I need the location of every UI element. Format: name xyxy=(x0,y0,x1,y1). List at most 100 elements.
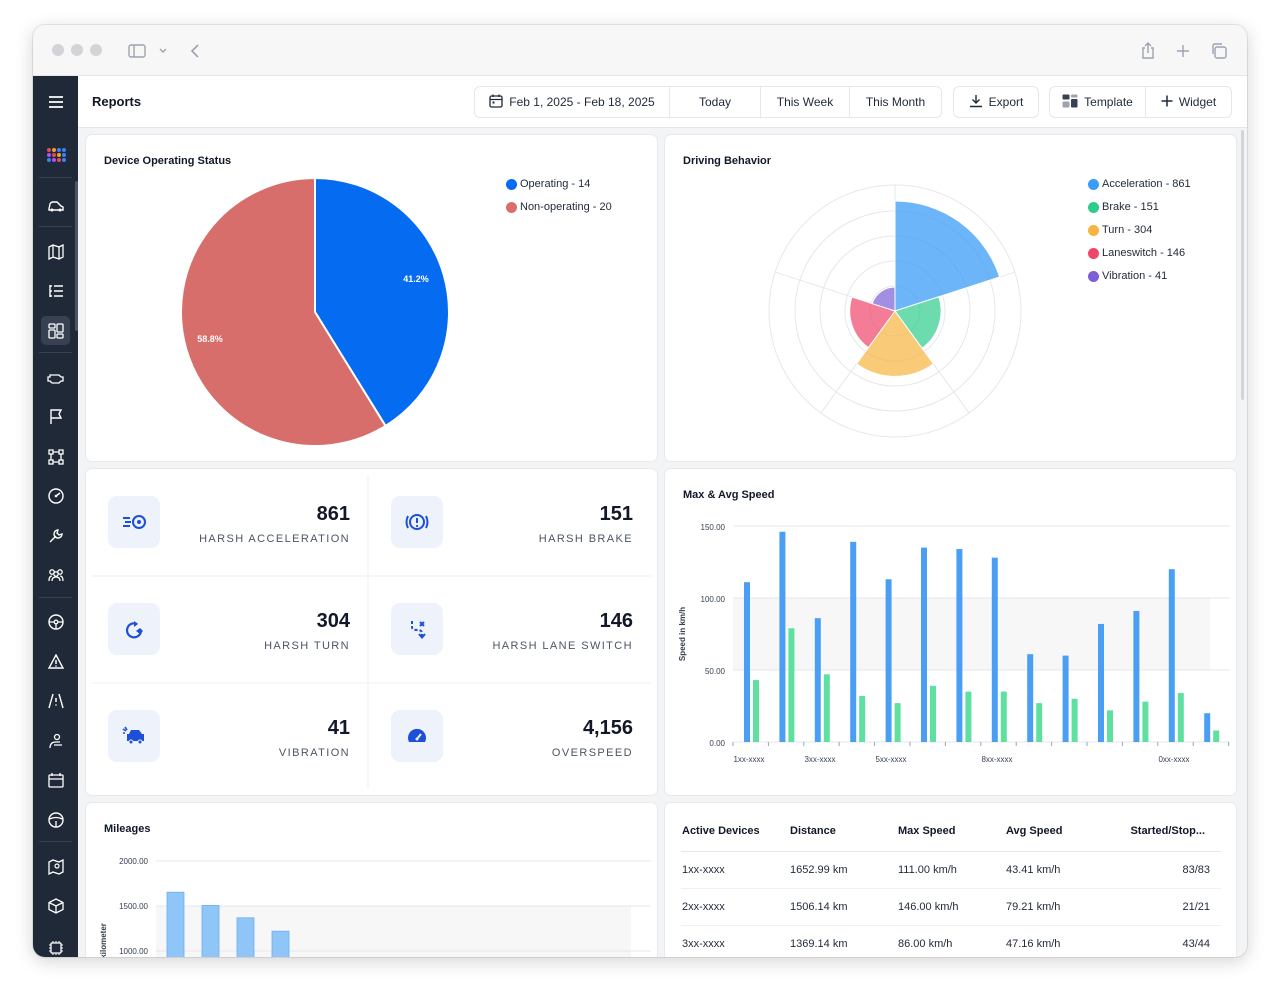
steering-wheel-icon[interactable] xyxy=(41,607,70,636)
avg-speed-bar[interactable] xyxy=(1213,730,1220,742)
column-header-distance[interactable]: Distance xyxy=(789,811,897,852)
date-range-button[interactable]: Feb 1, 2025 - Feb 18, 2025 xyxy=(475,87,670,117)
this-week-button[interactable]: This Week xyxy=(761,87,850,117)
wrench-icon[interactable] xyxy=(41,521,70,550)
warning-icon[interactable] xyxy=(41,647,70,676)
avg-speed-bar[interactable] xyxy=(965,691,972,742)
max-speed-bar[interactable] xyxy=(1204,713,1211,742)
max-speed-bar[interactable] xyxy=(956,549,963,742)
legend-dot xyxy=(506,201,517,213)
rose-slice-laneswitch[interactable] xyxy=(849,296,896,349)
zoom-window-button[interactable] xyxy=(90,44,102,56)
list-tree-icon[interactable] xyxy=(41,276,70,305)
avg-speed-bar[interactable] xyxy=(1036,703,1043,742)
template-button[interactable]: Template xyxy=(1050,87,1146,117)
avg-speed-bar[interactable] xyxy=(1107,710,1113,742)
export-button[interactable]: Export xyxy=(954,87,1038,117)
max-speed-bar[interactable] xyxy=(779,531,786,742)
close-window-button[interactable] xyxy=(52,44,64,56)
x-tick-label: 1xx-xxxx xyxy=(733,755,764,764)
legend-item-non-operating[interactable]: Non-operating - 20 xyxy=(506,201,612,213)
map-pin-icon[interactable] xyxy=(41,852,70,881)
max-speed-bar[interactable] xyxy=(1133,610,1140,742)
avg-speed-bar[interactable] xyxy=(1000,691,1007,742)
logo-icon[interactable] xyxy=(41,140,70,169)
content-scrollbar[interactable] xyxy=(1241,130,1244,400)
avg-speed-bar[interactable] xyxy=(894,703,901,742)
route-icon[interactable] xyxy=(41,442,70,471)
dashboard-icon[interactable] xyxy=(41,316,70,345)
flag-icon[interactable] xyxy=(41,402,70,431)
table-row[interactable]: 2xx-xxxx 1506.14 km 146.00 km/h 79.21 km… xyxy=(681,888,1221,926)
stat-value: 146 xyxy=(599,610,633,632)
mileage-bar[interactable] xyxy=(166,891,185,957)
rose-slice-brake[interactable] xyxy=(894,296,942,349)
max-speed-bar[interactable] xyxy=(1062,655,1069,742)
max-speed-bar[interactable] xyxy=(744,582,750,742)
column-header-active-devices[interactable]: Active Devices xyxy=(681,811,789,852)
max-speed-bar[interactable] xyxy=(814,618,821,742)
steering-icon[interactable] xyxy=(41,805,70,834)
max-speed-bar[interactable] xyxy=(1027,654,1034,742)
legend-item-acceleration[interactable]: Acceleration - 861 xyxy=(1088,178,1191,190)
tabs-overview-icon[interactable] xyxy=(1207,39,1231,63)
sidebar-scrollbar[interactable] xyxy=(75,181,78,331)
table-row[interactable]: 1xx-xxxx 1652.99 km 111.00 km/h 43.41 km… xyxy=(681,851,1221,889)
column-header-avg-speed[interactable]: Avg Speed xyxy=(1005,811,1113,852)
avg-speed-bar[interactable] xyxy=(1071,698,1078,742)
column-header-started-stopped[interactable]: Started/Stop... xyxy=(1113,811,1221,852)
rose-slice-acceleration[interactable] xyxy=(894,200,1001,312)
mileage-bar[interactable] xyxy=(236,917,255,957)
table-row[interactable]: 3xx-xxxx 1369.14 km 86.00 km/h 47.16 km/… xyxy=(681,925,1221,957)
map-icon[interactable] xyxy=(41,237,70,266)
new-tab-icon[interactable] xyxy=(1171,39,1195,63)
users-icon[interactable] xyxy=(41,560,70,589)
driver-icon[interactable] xyxy=(41,726,70,755)
stat-harsh-acceleration: 861 HARSH ACCELERATION xyxy=(86,469,368,576)
chip-icon[interactable] xyxy=(41,933,70,957)
this-month-button[interactable]: This Month xyxy=(850,87,941,117)
max-speed-bar[interactable] xyxy=(991,557,998,742)
legend-item-turn[interactable]: Turn - 304 xyxy=(1088,224,1152,236)
max-speed-bar[interactable] xyxy=(850,541,857,742)
chevron-down-icon[interactable] xyxy=(151,39,175,63)
avg-speed-bar[interactable] xyxy=(753,680,759,742)
pie-slice-non-operating[interactable] xyxy=(180,176,387,447)
mileage-bar[interactable] xyxy=(271,930,290,957)
mileage-bar[interactable] xyxy=(201,905,220,957)
calendar-icon[interactable] xyxy=(41,765,70,794)
avg-speed-bar[interactable] xyxy=(788,628,795,742)
pie-slice-operating[interactable] xyxy=(314,176,450,428)
legend-item-laneswitch[interactable]: Laneswitch - 146 xyxy=(1088,247,1185,259)
vehicle-crash-icon[interactable] xyxy=(41,191,70,220)
card-title: Driving Behavior xyxy=(683,155,772,167)
rose-slice-turn[interactable] xyxy=(855,310,935,377)
max-speed-bar[interactable] xyxy=(1168,569,1175,742)
speedometer-icon[interactable] xyxy=(41,481,70,510)
column-header-max-speed[interactable]: Max Speed xyxy=(897,811,1005,852)
avg-speed-bar[interactable] xyxy=(1142,701,1149,742)
max-speed-bar[interactable] xyxy=(921,547,927,742)
avg-speed-bar[interactable] xyxy=(1177,693,1184,742)
back-icon[interactable] xyxy=(183,39,207,63)
legend-item-brake[interactable]: Brake - 151 xyxy=(1088,201,1159,213)
engine-icon[interactable] xyxy=(41,363,70,392)
max-speed-bar[interactable] xyxy=(885,579,892,742)
sidebar-toggle-icon[interactable] xyxy=(125,39,149,63)
menu-icon[interactable] xyxy=(41,87,70,116)
avg-speed-bar[interactable] xyxy=(823,674,830,742)
this-month-label: This Month xyxy=(865,95,926,109)
max-speed-bar[interactable] xyxy=(1098,623,1104,742)
road-warning-icon[interactable] xyxy=(41,686,70,715)
box-icon[interactable] xyxy=(41,891,70,920)
rose-slice-vibration[interactable] xyxy=(871,286,896,312)
avg-speed-bar[interactable] xyxy=(930,685,936,742)
legend-item-vibration[interactable]: Vibration - 41 xyxy=(1088,270,1167,282)
legend-item-operating[interactable]: Operating - 14 xyxy=(506,178,590,190)
today-button[interactable]: Today xyxy=(670,87,761,117)
minimize-window-button[interactable] xyxy=(71,44,83,56)
table-cell: 43.41 km/h xyxy=(1005,851,1113,889)
widget-button[interactable]: Widget xyxy=(1146,87,1231,117)
share-icon[interactable] xyxy=(1136,39,1160,63)
avg-speed-bar[interactable] xyxy=(859,695,866,742)
